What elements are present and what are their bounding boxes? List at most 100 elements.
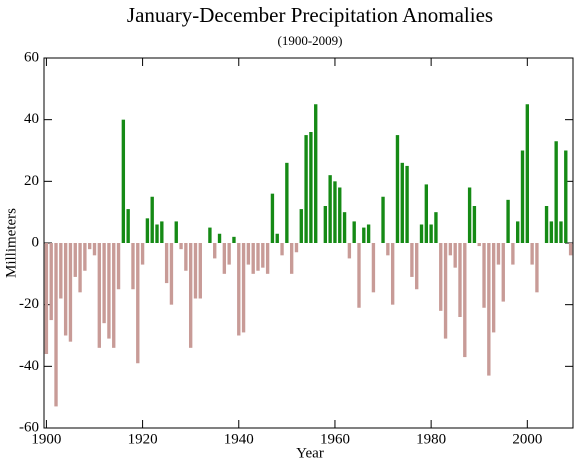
bar (467, 187, 472, 243)
bar (188, 243, 193, 348)
bar (352, 221, 356, 243)
bar (520, 150, 525, 243)
bar (304, 135, 308, 243)
bar (400, 162, 404, 243)
bar (568, 243, 573, 256)
bar (564, 150, 568, 243)
bar (116, 243, 121, 290)
bar (145, 218, 150, 243)
bar (463, 243, 467, 358)
x-tick-label: 1900 (31, 431, 61, 447)
bar (491, 243, 496, 333)
bar (83, 243, 87, 271)
bar (525, 104, 529, 243)
bar (251, 243, 255, 274)
bar (314, 104, 318, 243)
bar (169, 243, 174, 305)
bar (554, 141, 558, 243)
bar (126, 209, 130, 243)
bar (434, 212, 438, 243)
bar (516, 221, 520, 243)
bar (477, 243, 481, 247)
bar (453, 243, 457, 268)
bar (333, 181, 337, 243)
bar (309, 132, 313, 243)
bar (482, 243, 486, 308)
bar (347, 243, 352, 259)
y-tick-label: -40 (19, 358, 39, 374)
bar (280, 243, 284, 256)
bar (63, 243, 68, 336)
bar (424, 184, 429, 243)
bar (289, 243, 294, 274)
bar (155, 224, 159, 243)
bar (140, 243, 145, 265)
bar (232, 236, 236, 243)
bar (294, 243, 299, 253)
y-tick-label: 0 (32, 234, 40, 250)
bar (270, 193, 275, 243)
bar (511, 243, 515, 265)
bar (222, 243, 227, 274)
bar (174, 221, 178, 243)
bar (381, 196, 385, 243)
bar (371, 243, 376, 293)
bar (217, 233, 222, 243)
bar (338, 187, 342, 243)
bar (544, 206, 549, 243)
bar (164, 243, 169, 284)
bar (54, 243, 58, 407)
chart-subtitle: (1900-2009) (278, 33, 343, 48)
bar (342, 212, 347, 243)
bar (299, 209, 303, 243)
chart-title: January-December Precipitation Anomalies (127, 3, 493, 27)
y-tick-label: -20 (19, 296, 39, 312)
bar (97, 243, 101, 348)
bar (92, 243, 97, 256)
bar (227, 243, 231, 265)
bar (390, 243, 395, 305)
bar (443, 243, 448, 339)
x-axis-label: Year (296, 445, 324, 461)
bar (184, 243, 188, 271)
x-tick-label: 2000 (512, 431, 542, 447)
bar (265, 243, 270, 274)
bar (256, 243, 260, 271)
bar (285, 162, 289, 243)
bar (323, 206, 328, 243)
bar (535, 243, 539, 293)
bar (448, 243, 453, 256)
bar (501, 243, 505, 302)
bar (213, 243, 217, 259)
bar (136, 243, 140, 364)
bar (395, 135, 400, 243)
bar (59, 243, 63, 299)
bar (241, 243, 246, 333)
bar (208, 227, 212, 243)
y-tick-label: 60 (24, 49, 39, 65)
bar (131, 243, 135, 290)
y-tick-label: 40 (24, 111, 39, 127)
bar (429, 224, 433, 243)
bar (107, 243, 111, 339)
bar (419, 224, 424, 243)
bar (150, 196, 154, 243)
bar (121, 119, 126, 243)
bar (549, 221, 554, 243)
bar (160, 221, 164, 243)
bar (487, 243, 491, 376)
x-tick-label: 1960 (320, 431, 350, 447)
bar (88, 243, 92, 250)
bar (506, 199, 510, 243)
bar (112, 243, 116, 348)
bar (405, 165, 409, 243)
bar (179, 243, 183, 250)
y-tick-label: -60 (19, 419, 39, 435)
x-tick-label: 1980 (416, 431, 446, 447)
bar (410, 243, 414, 277)
bar (362, 227, 366, 243)
bar (49, 243, 53, 321)
y-axis-label: Millimeters (3, 208, 19, 278)
bar (73, 243, 77, 277)
